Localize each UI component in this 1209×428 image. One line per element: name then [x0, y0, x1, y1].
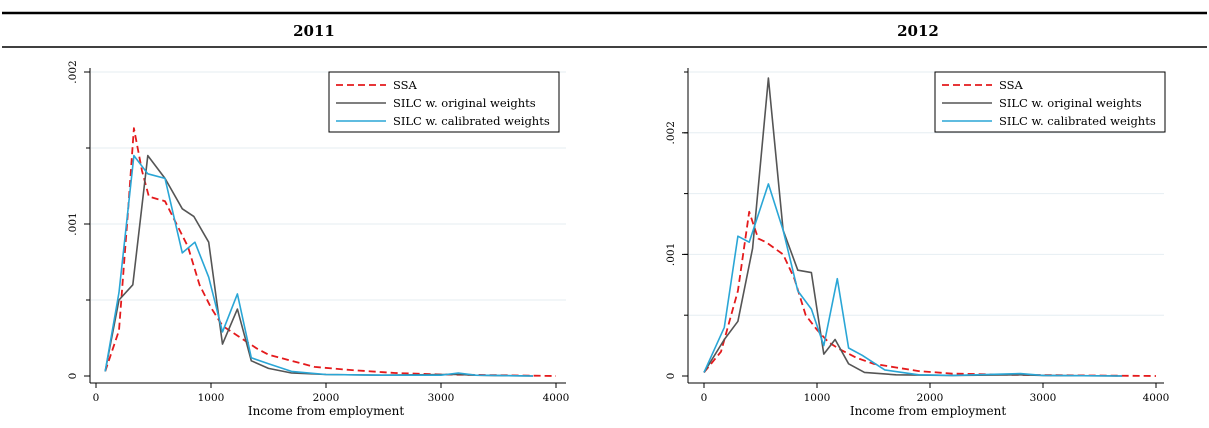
legend: SSA SILC w. original weights SILC w. cal… [934, 71, 1166, 133]
x-tick-label-2: 2000 [313, 392, 340, 404]
series-line-0 [703, 210, 1157, 377]
chart-panel-2012: 0 .001 .002 0 1000 2000 3000 4000 Income from … [665, 68, 1169, 418]
x-axis-label: Income from employment [248, 404, 405, 418]
series-line-2 [703, 183, 1123, 377]
legend: SSA SILC w. original weights SILC w. cal… [328, 71, 560, 133]
y-tick-label-2: .002 [665, 121, 677, 144]
legend-label-ssa: SSA [999, 78, 1024, 92]
x-tick-label-0: 0 [93, 392, 100, 404]
x-tick-label-2: 2000 [917, 392, 944, 404]
panel-title-right: 2012 [897, 22, 939, 40]
y-tick-label-1: .001 [67, 212, 79, 235]
y-tick-label-0: 0 [67, 373, 79, 380]
x-axis-label: Income from employment [850, 404, 1007, 418]
x-tick-label-0: 0 [701, 392, 708, 404]
y-tick-label-2: .002 [67, 60, 79, 83]
series-line-0 [104, 127, 557, 377]
y-tick-label-0: 0 [665, 373, 677, 380]
legend-label-original: SILC w. original weights [999, 96, 1142, 110]
legend-label-calibrated: SILC w. calibrated weights [999, 114, 1156, 128]
x-tick-label-1: 1000 [804, 392, 831, 404]
legend-box [934, 71, 1166, 133]
x-tick-label-1: 1000 [198, 392, 225, 404]
series-line-1 [104, 154, 534, 377]
legend-label-original: SILC w. original weights [393, 96, 536, 110]
series-line-2 [104, 154, 534, 377]
y-tick-label-1: .001 [665, 243, 677, 266]
legend-label-ssa: SSA [393, 78, 418, 92]
panel-title-left: 2011 [293, 22, 335, 40]
x-tick-label-4: 4000 [543, 392, 570, 404]
x-tick-label-3: 3000 [428, 392, 455, 404]
x-tick-label-3: 3000 [1030, 392, 1057, 404]
x-tick-label-4: 4000 [1143, 392, 1170, 404]
legend-box [328, 71, 560, 133]
chart-panel-2011: 0 .001 .002 0 1000 2000 3000 4000 Income from … [67, 60, 569, 418]
legend-label-calibrated: SILC w. calibrated weights [393, 114, 550, 128]
